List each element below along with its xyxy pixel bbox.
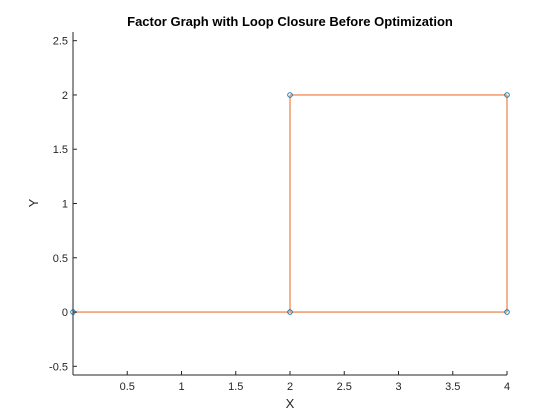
x-tick-label: 3 (395, 381, 401, 393)
y-tick-label: 1.5 (53, 144, 68, 156)
y-tick-label: 0.5 (53, 253, 68, 265)
x-tick-label: 1.5 (228, 381, 243, 393)
y-tick-label: 0 (62, 307, 68, 319)
nodes-layer (70, 92, 510, 315)
node-2 (504, 309, 510, 315)
y-ticks: -0.5 0 0.5 1 1.5 2 2.5 (49, 36, 77, 373)
x-axis-label: X (286, 396, 295, 411)
x-tick-label: 2.5 (337, 381, 352, 393)
y-tick-label: 2 (62, 90, 68, 102)
y-tick-label: 1 (62, 199, 68, 211)
node-3 (504, 92, 510, 98)
x-ticks: 0.5 1 1.5 2 2.5 3 3.5 4 (120, 371, 510, 393)
x-tick-label: 3.5 (445, 381, 460, 393)
x-tick-label: 0.5 (120, 381, 135, 393)
chart-title: Factor Graph with Loop Closure Before Op… (127, 14, 453, 29)
y-tick-label: 2.5 (53, 36, 68, 48)
x-tick-label: 1 (178, 381, 184, 393)
x-tick-label: 2 (287, 381, 293, 393)
node-4 (287, 92, 293, 98)
node-1 (287, 309, 293, 315)
edges-layer (73, 94, 508, 313)
x-tick-label: 4 (504, 381, 510, 393)
y-axis-label: Y (26, 198, 41, 207)
y-tick-label: -0.5 (49, 361, 68, 373)
